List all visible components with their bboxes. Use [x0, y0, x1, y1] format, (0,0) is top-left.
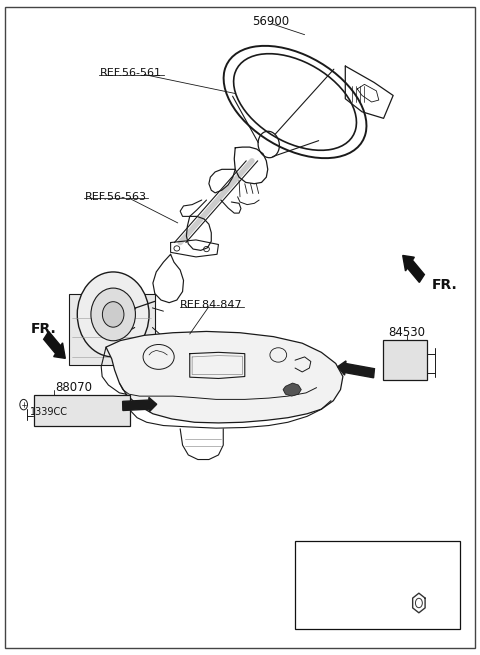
- Ellipse shape: [77, 272, 149, 357]
- FancyArrow shape: [44, 331, 65, 358]
- Text: 1339CC: 1339CC: [30, 407, 68, 417]
- Text: REF.56-561: REF.56-561: [100, 67, 162, 77]
- FancyArrow shape: [403, 255, 424, 282]
- Text: 84530: 84530: [388, 326, 425, 339]
- Text: 1338AC: 1338AC: [400, 555, 437, 564]
- Text: REF.84-847: REF.84-847: [180, 299, 242, 310]
- Text: FR.: FR.: [432, 278, 457, 292]
- FancyBboxPatch shape: [34, 396, 131, 426]
- Text: 88070: 88070: [56, 381, 93, 394]
- FancyBboxPatch shape: [383, 340, 427, 381]
- Text: 1125KD: 1125KD: [318, 555, 355, 564]
- FancyArrow shape: [122, 398, 156, 412]
- Polygon shape: [283, 383, 301, 396]
- Ellipse shape: [91, 288, 135, 341]
- FancyBboxPatch shape: [69, 293, 155, 365]
- Polygon shape: [106, 331, 343, 423]
- Ellipse shape: [102, 302, 124, 328]
- Text: FR.: FR.: [30, 322, 56, 336]
- Text: REF.56-563: REF.56-563: [84, 192, 146, 202]
- Text: 56900: 56900: [252, 15, 289, 28]
- FancyBboxPatch shape: [295, 541, 460, 629]
- FancyArrow shape: [338, 361, 374, 378]
